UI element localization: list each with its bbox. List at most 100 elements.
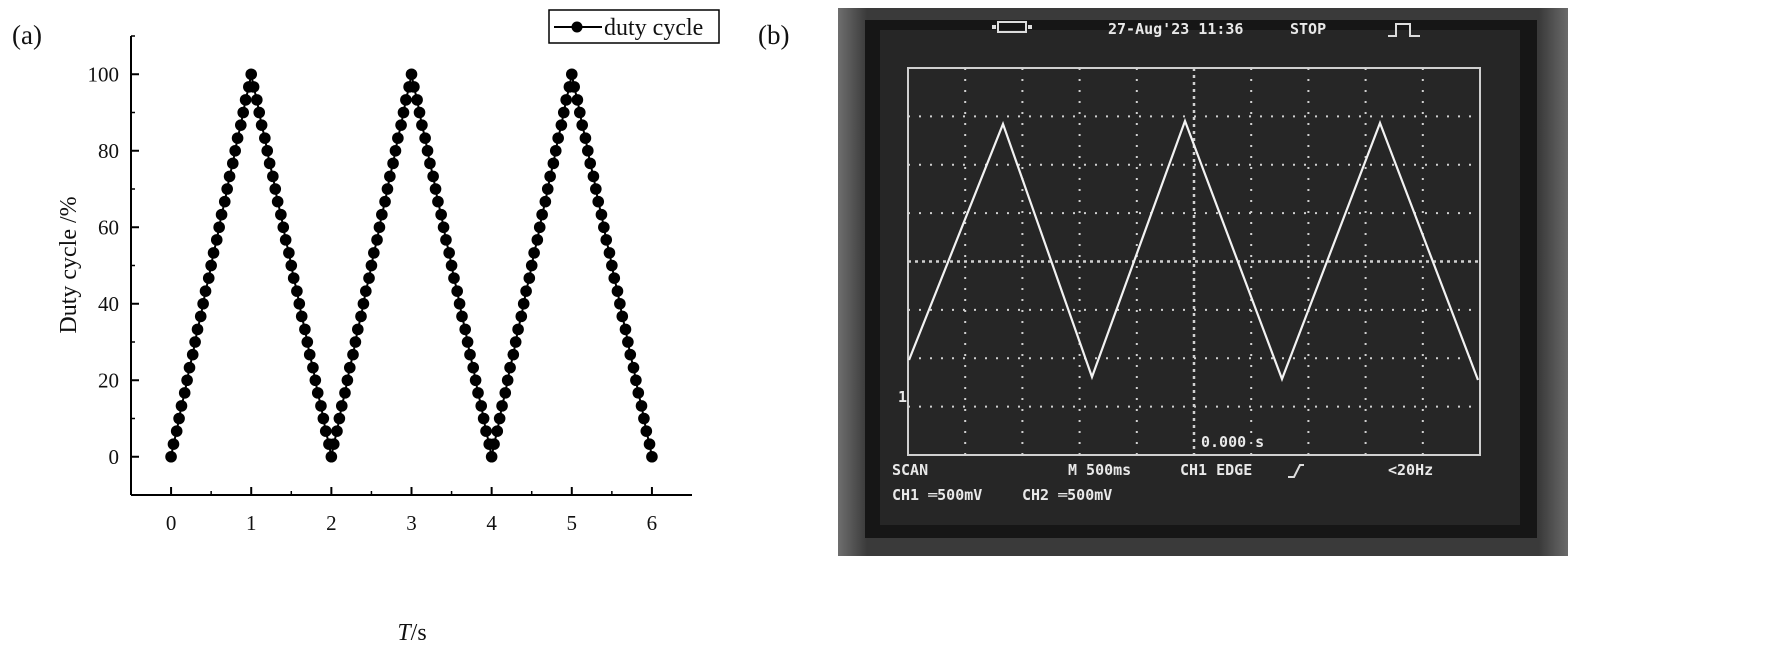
x-tick-label: 4	[486, 511, 497, 535]
data-point	[552, 132, 564, 144]
data-point	[202, 272, 215, 284]
data-point	[622, 336, 634, 348]
data-point	[595, 208, 608, 221]
x-tick-label: 5	[567, 511, 578, 535]
data-point	[643, 438, 656, 450]
data-point	[488, 438, 500, 450]
data-point	[405, 68, 418, 81]
x-tick-label: 3	[406, 511, 417, 535]
data-point	[311, 387, 324, 399]
data-point	[533, 221, 546, 234]
data-point	[507, 348, 520, 361]
scope-trigger: CH1 EDGE	[1180, 461, 1252, 479]
data-point	[632, 387, 645, 399]
data-point	[253, 106, 266, 119]
data-point	[440, 234, 452, 246]
panel-label-b: (b)	[758, 20, 789, 50]
data-point	[291, 285, 303, 297]
data-point	[443, 247, 455, 259]
data-point	[616, 310, 629, 323]
data-point	[213, 221, 225, 234]
data-point	[234, 119, 247, 131]
data-point	[504, 361, 516, 374]
x-tick-label: 6	[647, 511, 658, 535]
data-point	[317, 412, 330, 425]
data-point	[285, 259, 298, 272]
data-point	[646, 450, 658, 463]
data-point	[287, 272, 300, 284]
scope-status: STOP	[1290, 20, 1326, 38]
data-point	[189, 336, 201, 348]
data-point	[640, 425, 653, 437]
data-point	[531, 234, 544, 246]
y-axis-label: Duty cycle /%	[56, 196, 82, 333]
data-point	[207, 247, 220, 259]
data-point	[303, 348, 316, 361]
legend-label: duty cycle	[604, 15, 703, 41]
data-point	[464, 348, 476, 361]
data-point	[365, 259, 378, 272]
data-point	[263, 157, 276, 170]
data-point	[327, 438, 340, 450]
data-point	[357, 297, 370, 310]
y-tick-label: 40	[98, 292, 119, 316]
data-point	[389, 144, 402, 157]
data-point	[221, 183, 233, 195]
data-point	[255, 119, 268, 131]
data-point	[368, 247, 380, 259]
data-point	[614, 297, 626, 310]
data-point	[421, 144, 434, 157]
data-point	[469, 374, 482, 387]
data-point	[539, 195, 552, 208]
data-point	[557, 106, 570, 119]
data-point	[309, 374, 322, 387]
data-point	[515, 310, 528, 323]
data-point	[523, 272, 536, 284]
scope-ch1-scale: CH1 ═500mV	[892, 486, 982, 504]
data-point	[574, 106, 586, 119]
data-point	[582, 144, 594, 157]
data-point	[277, 221, 290, 234]
data-point	[347, 348, 359, 361]
data-point	[333, 412, 346, 425]
scope-trigger-time: 0.000 s	[1201, 433, 1264, 451]
data-point	[448, 272, 460, 284]
data-point	[381, 183, 394, 195]
data-point	[413, 106, 426, 119]
data-point	[247, 81, 260, 93]
data-point	[408, 81, 420, 93]
data-point	[435, 208, 447, 221]
y-tick-label: 20	[98, 368, 119, 392]
data-point	[373, 221, 386, 234]
data-point	[472, 387, 484, 399]
data-point	[237, 106, 249, 119]
data-point	[183, 361, 196, 374]
data-point	[191, 323, 204, 336]
data-point	[275, 208, 287, 221]
data-point	[167, 438, 180, 450]
data-point	[587, 170, 600, 183]
data-point	[267, 170, 279, 183]
data-point	[352, 323, 364, 336]
x-tick-label: 1	[246, 511, 257, 535]
data-point	[579, 132, 592, 144]
data-point	[301, 336, 314, 348]
data-point	[571, 94, 584, 106]
data-point	[459, 323, 471, 336]
data-point	[325, 450, 338, 463]
data-point	[251, 94, 263, 106]
data-point	[491, 425, 504, 437]
data-point	[376, 208, 388, 221]
data-point	[259, 132, 271, 144]
scope-ch2-scale: CH2 ═500mV	[1022, 486, 1112, 504]
trigger-slope-icon	[1288, 464, 1304, 478]
data-point	[549, 144, 562, 157]
data-point	[560, 94, 572, 106]
data-point	[603, 247, 616, 259]
scope-screen	[880, 30, 1520, 525]
data-point	[590, 183, 602, 195]
data-point	[186, 348, 199, 361]
data-point	[173, 412, 185, 425]
